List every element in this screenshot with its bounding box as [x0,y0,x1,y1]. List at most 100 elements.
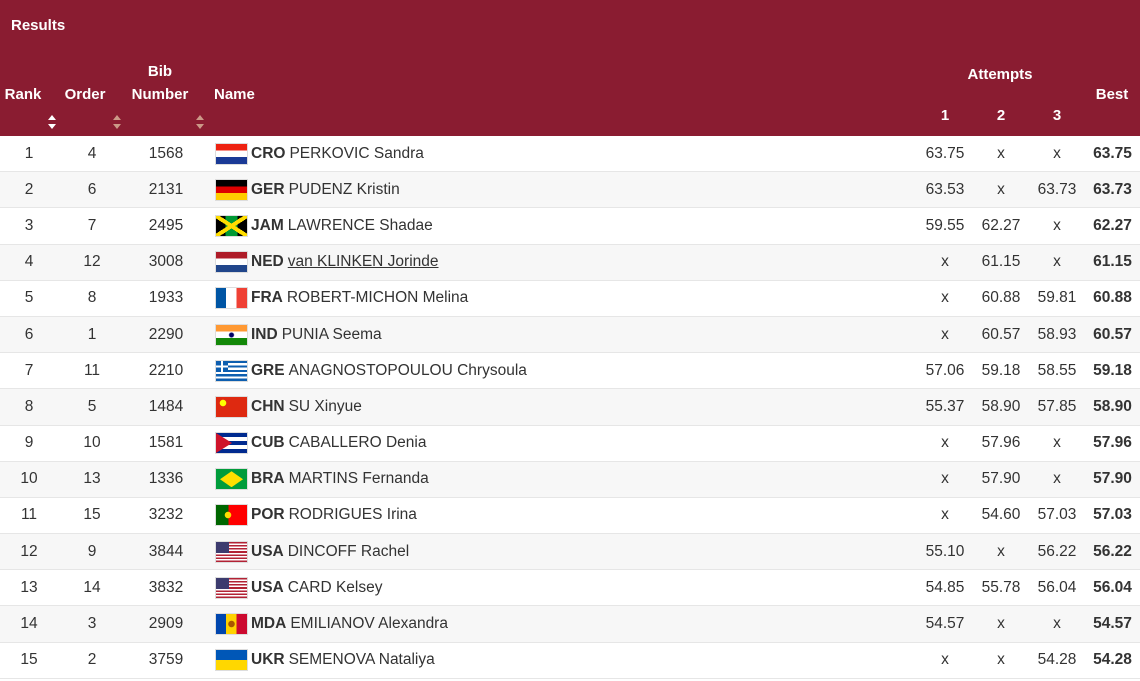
country-code: USA [251,578,284,596]
country-code: GER [251,180,285,198]
rank: 13 [20,578,38,596]
rank: 9 [24,434,34,452]
athlete: CRO PERKOVIC Sandra [206,143,917,164]
athlete-name: SU Xinyue [288,397,362,415]
bib-number: 2290 [148,325,184,343]
flag [216,288,247,309]
rank: 14 [20,615,38,633]
attempt-2: 61.15 [981,253,1021,271]
order: 1 [87,325,97,343]
result-row: 5 8 1933 FRA ROBERT-MICHON Melina x 60.88 59.81… [0,281,1140,317]
country-code: USA [251,542,284,560]
best: 56.04 [1093,578,1132,596]
result-row: 3 7 2495 JAM LAWRENCE Shadae 59.55 62.27 x 62.27 [0,208,1140,245]
bib-number: 1336 [148,470,184,488]
order: 7 [87,216,97,234]
rank: 6 [24,325,34,343]
sort-arrow[interactable] [195,114,205,130]
attempt-3: 58.93 [1037,325,1077,343]
country-code: BRA [251,470,285,488]
country-code: NED [251,253,284,271]
bib-number: 2495 [148,216,184,234]
athlete: CHN SU Xinyue [206,396,917,417]
best: 54.28 [1093,651,1132,669]
athlete-name: CABALLERO Denia [288,434,427,452]
attempt-1: 54.85 [925,578,965,596]
attempt-2: 57.96 [981,434,1021,452]
results-header: Results Rank Order Bib Number Name Attem… [0,0,1140,136]
flag [216,650,247,671]
result-row: 9 10 1581 CUB CABALLERO Denia x 57.96 x 57.96 [0,426,1140,462]
bib-number: 3759 [148,651,184,669]
best: 58.90 [1093,397,1132,415]
col-bib[interactable]: Bib Number [131,63,189,103]
rank: 3 [24,216,34,234]
bib-number: 3008 [148,253,184,271]
rank: 15 [20,651,38,669]
rank: 11 [20,506,38,524]
attempt-3: 56.04 [1037,578,1077,596]
flag [216,577,247,598]
flag [216,469,247,490]
result-row: 11 15 3232 POR RODRIGUES Irina x 54.60 57.03 57.… [0,498,1140,535]
rank: 12 [20,542,38,560]
result-row: 14 3 2909 MDA EMILIANOV Alexandra 54.57 x x 54.5… [0,606,1140,643]
col-attempts: Attempts [967,66,1033,83]
attempt-2: x [997,144,1005,162]
sort-arrow[interactable] [47,114,57,130]
flag [216,215,247,236]
result-row: 4 12 3008 NED van KLINKEN Jorinde x 61.15 x 61.1… [0,244,1140,281]
attempt-2: x [997,651,1005,669]
bib-number: 3232 [148,506,184,524]
country-code: FRA [251,289,283,307]
best: 57.90 [1093,470,1132,488]
sort-arrow[interactable] [112,114,122,130]
best: 54.57 [1093,615,1132,633]
result-row: 2 6 2131 GER PUDENZ Kristin 63.53 x 63.73 63.73 [0,172,1140,209]
attempt-3: x [1053,144,1061,162]
attempt-1: 59.55 [925,216,965,234]
attempt-1: x [941,325,949,343]
best: 56.22 [1093,542,1132,560]
athlete-name: DINCOFF Rachel [287,542,410,560]
best: 63.73 [1093,180,1132,198]
title: Results [11,17,66,34]
col-rank[interactable]: Rank [4,86,42,103]
flag [216,541,247,562]
best: 63.75 [1093,144,1132,162]
result-row: 10 13 1336 BRA MARTINS Fernanda x 57.90 x 57.90 [0,461,1140,498]
attempt-1: 55.10 [925,542,965,560]
attempt-1: x [941,506,949,524]
attempt-3: 57.03 [1037,506,1077,524]
order: 9 [87,542,97,560]
athlete-name: PUNIA Seema [281,325,382,343]
attempt-3: x [1053,434,1061,452]
flag [216,614,247,635]
attempt-2: 62.27 [981,216,1021,234]
bib-number: 1933 [148,289,184,307]
country-code: JAM [251,216,284,234]
country-code: MDA [251,615,287,633]
rank: 7 [24,361,34,379]
attempt-1: 63.53 [925,180,965,198]
rank: 2 [24,180,34,198]
attempt-1: 63.75 [925,144,965,162]
col-order[interactable]: Order [64,86,106,103]
athlete-name: ANAGNOSTOPOULOU Chrysoula [288,361,527,379]
athlete-name: SEMENOVA Nataliya [288,651,435,669]
flag [216,360,247,381]
attempt-2: 60.88 [981,289,1021,307]
flag [216,324,247,345]
flag [216,433,247,454]
athlete-name: EMILIANOV Alexandra [290,615,448,633]
attempt-1: x [941,289,949,307]
attempt-2: 60.57 [981,325,1021,343]
order: 6 [87,180,97,198]
rank: 5 [24,289,34,307]
attempt-3: x [1053,470,1061,488]
attempt-2: x [997,615,1005,633]
country-code: UKR [251,651,285,669]
rank: 10 [20,470,38,488]
bib-number: 1568 [148,144,184,162]
